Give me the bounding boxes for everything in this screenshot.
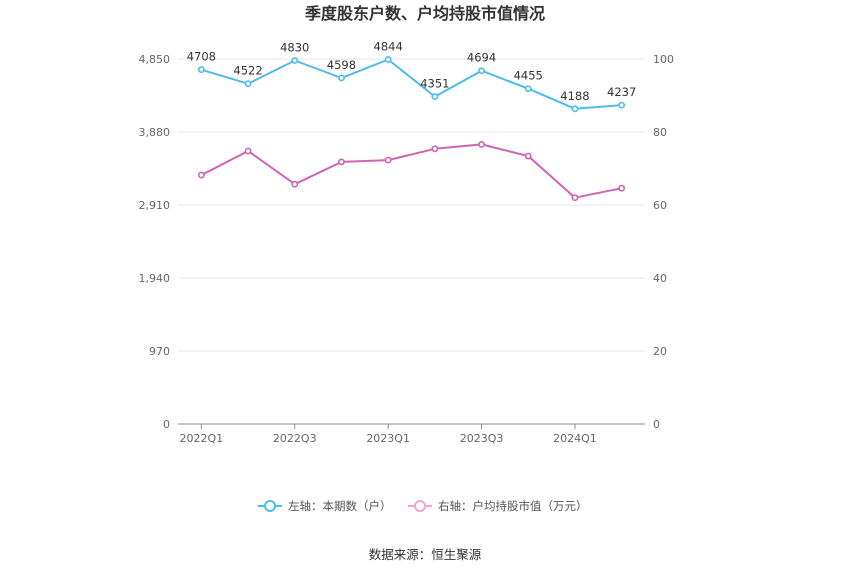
data-point [338, 74, 345, 82]
data-label: 4188 [560, 89, 589, 103]
data-label: 4694 [467, 51, 496, 65]
legend-swatch-marker [264, 500, 276, 512]
grid-lines [178, 58, 645, 352]
data-label: 4237 [607, 85, 636, 99]
data-point [618, 184, 626, 192]
data-point [524, 85, 532, 93]
data-point [618, 101, 626, 109]
data-label: 4598 [327, 58, 356, 72]
legend-swatch-marker [414, 500, 426, 512]
axes: 0 0 970 20 1,940 40 2,910 60 3,880 80 4,850 100 2022… [139, 53, 675, 445]
right-axis-tick-label: 100 [653, 53, 674, 66]
x-axis-tick-label: 2023Q3 [460, 432, 504, 445]
data-point [478, 67, 485, 75]
data-point [291, 57, 299, 64]
data-point [244, 80, 252, 88]
data-point [384, 56, 392, 63]
series-layer: 4708 4522 4830 4598 4844 4351 4694 4455 4188 4237 [187, 39, 636, 202]
data-label: 4351 [420, 77, 449, 91]
x-axis-tick-label: 2024Q1 [553, 432, 597, 445]
data-label: 4844 [374, 39, 403, 53]
legend-label[interactable]: 右轴：户均持股市值（万元） [438, 499, 588, 513]
right-axis-tick-label: 20 [653, 345, 667, 358]
data-point [524, 152, 532, 160]
data-point [478, 141, 485, 148]
data-point [197, 66, 205, 74]
left-axis-tick-label: 3,880 [139, 126, 171, 139]
legend-label[interactable]: 左轴：本期数（户） [288, 499, 392, 513]
data-point [291, 180, 299, 188]
data-point [338, 158, 345, 166]
data-label: 4708 [187, 50, 216, 64]
chart-title: 季度股东户数、户均持股市值情况 [304, 4, 545, 23]
series-line-2 [200, 143, 622, 199]
legend[interactable]: 左轴：本期数（户） 右轴：户均持股市值（万元） [258, 499, 588, 513]
left-axis-tick-label: 0 [163, 418, 170, 431]
data-label: 4455 [514, 69, 543, 83]
data-label: 4830 [280, 41, 309, 55]
data-point [571, 105, 579, 113]
left-axis-tick-label: 970 [149, 345, 170, 358]
right-axis-tick-label: 80 [653, 126, 667, 139]
left-axis-tick-label: 2,910 [139, 199, 171, 212]
right-axis-tick-label: 60 [653, 199, 667, 212]
right-axis-tick-label: 40 [653, 272, 667, 285]
data-point [431, 93, 439, 100]
left-axis-tick-label: 1,940 [139, 272, 171, 285]
right-axis-tick-label: 0 [653, 418, 660, 431]
data-label: 4522 [233, 64, 262, 78]
data-point [431, 145, 439, 153]
data-point [197, 171, 205, 179]
data-point [571, 194, 579, 202]
x-axis-tick-label: 2022Q1 [180, 432, 224, 445]
left-axis-tick-label: 4,850 [139, 53, 171, 66]
series-line-1 [201, 58, 622, 110]
source-note: 数据来源：恒生聚源 [369, 547, 482, 562]
x-axis-tick-label: 2023Q1 [366, 432, 410, 445]
data-point [244, 147, 252, 155]
data-point [384, 156, 392, 164]
x-axis-tick-label: 2022Q3 [273, 432, 317, 445]
